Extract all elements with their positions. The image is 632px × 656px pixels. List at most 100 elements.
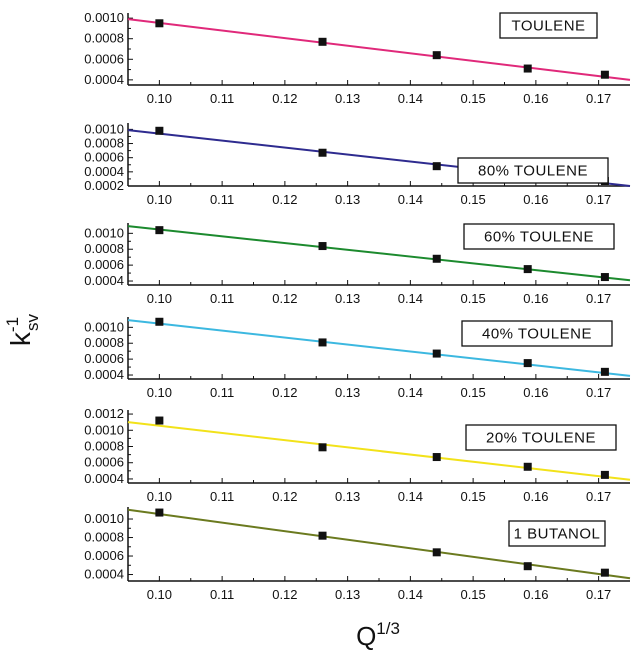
fit-line [127,508,631,580]
data-point [432,453,441,462]
x-tick-label: 0.17 [586,385,611,400]
x-tick-label: 0.14 [398,91,423,106]
data-point [600,273,609,282]
x-tick-label: 0.17 [586,587,611,602]
x-tick-label: 0.14 [398,587,423,602]
data-point [155,416,164,425]
x-tick-label: 0.14 [398,192,423,207]
x-tick-label: 0.13 [335,291,360,306]
x-tick-label: 0.10 [147,91,172,106]
legend-box [461,320,613,347]
x-tick-label: 0.12 [272,192,297,207]
axis-titles-group: Q1/3 k-1sv [3,313,400,651]
x-tick-label: 0.13 [335,587,360,602]
y-tick-label: 0.0008 [84,31,124,46]
data-point [523,265,532,274]
data-point [318,531,327,540]
x-tick-label: 0.13 [335,385,360,400]
y-tick-label: 0.0006 [84,548,124,563]
data-point [432,254,441,263]
y-tick-label: 0.0010 [84,10,124,25]
y-tick-label: 0.0010 [84,121,124,136]
data-point [523,562,532,571]
legend-box [457,157,609,184]
y-tick-label: 0.0008 [84,530,124,545]
x-tick-label: 0.16 [523,192,548,207]
legend-box [463,223,615,250]
y-tick-label: 0.0004 [84,367,124,382]
data-point [155,317,164,326]
x-tick-label: 0.14 [398,291,423,306]
fit-line [127,421,631,481]
data-point [155,19,164,28]
y-tick-label: 0.0012 [84,406,124,421]
x-tick-label: 0.16 [523,91,548,106]
x-tick-label: 0.11 [210,91,234,106]
x-axis-title-base: Q [356,621,376,651]
data-point [318,148,327,157]
y-tick-label: 0.0008 [84,335,124,350]
x-tick-label: 0.10 [147,489,172,504]
x-tick-label: 0.15 [460,291,485,306]
legend-label: 20% TOULENE [486,430,596,447]
y-axis-title-subscript: sv [23,313,42,331]
y-tick-label: 0.0008 [84,241,124,256]
x-tick-label: 0.16 [523,291,548,306]
x-tick-label: 0.13 [335,489,360,504]
x-tick-label: 0.12 [272,291,297,306]
y-tick-label: 0.0010 [84,225,124,240]
panel-1: 0.0004 0.0006 0.0008 0.0010 0.10 0.11 0.12 0.13… [84,10,631,106]
legend-box [465,424,617,451]
x-tick-label: 0.15 [460,192,485,207]
x-tick-label: 0.10 [147,587,172,602]
panel-6: 0.0004 0.0006 0.0008 0.0010 0.10 0.11 0.12 0.13… [84,507,631,602]
legend-label: 60% TOULENE [484,229,594,246]
data-point [318,338,327,347]
y-tick-label: 0.0004 [84,471,124,486]
x-tick-label: 0.17 [586,91,611,106]
x-tick-label: 0.17 [586,489,611,504]
y-axis-title-superscript: -1 [3,317,22,332]
fit-line [127,225,631,282]
x-tick-label: 0.15 [460,91,485,106]
x-tick-label: 0.13 [335,192,360,207]
data-point [432,349,441,358]
x-tick-label: 0.11 [210,587,234,602]
legend-label: 80% TOULENE [478,163,588,180]
x-axis-title: Q1/3 [356,619,400,651]
legend-label: 40% TOULENE [482,326,592,343]
data-point [318,242,327,251]
legend-box [499,12,598,39]
x-tick-label: 0.11 [210,489,234,504]
x-tick-label: 0.11 [210,291,234,306]
data-point [600,70,609,79]
x-tick-label: 0.13 [335,91,360,106]
x-tick-label: 0.15 [460,587,485,602]
legend-label: TOULENE [511,18,585,35]
data-point [523,462,532,471]
x-tick-label: 0.14 [398,489,423,504]
y-axis-title-base: k [5,331,36,346]
y-tick-label: 0.0006 [84,150,124,165]
y-tick-label: 0.0008 [84,439,124,454]
legend-box [508,520,606,547]
y-tick-label: 0.0004 [84,72,124,87]
x-tick-label: 0.15 [460,489,485,504]
y-tick-label: 0.0008 [84,136,124,151]
x-tick-label: 0.16 [523,385,548,400]
x-axis-title-superscript: 1/3 [376,619,400,638]
x-tick-label: 0.12 [272,385,297,400]
y-tick-label: 0.0006 [84,455,124,470]
x-tick-label: 0.14 [398,385,423,400]
x-tick-label: 0.16 [523,587,548,602]
data-point [600,470,609,479]
x-tick-label: 0.11 [210,192,234,207]
data-point [155,508,164,517]
y-tick-label: 0.0006 [84,257,124,272]
x-tick-label: 0.15 [460,385,485,400]
y-tick-label: 0.0004 [84,567,124,582]
data-point [432,51,441,60]
